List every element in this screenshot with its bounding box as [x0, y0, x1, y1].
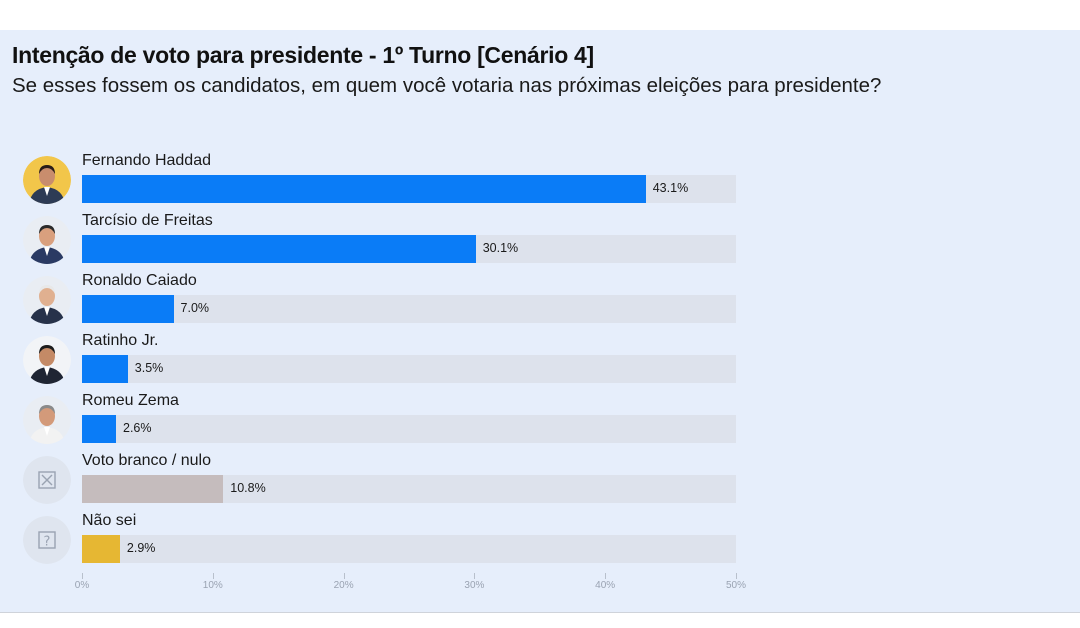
- data-label: 7.0%: [180, 301, 210, 315]
- bar: [82, 415, 116, 443]
- tick-mark: [605, 573, 607, 579]
- data-label: 30.1%: [482, 241, 519, 255]
- category-label: Fernando Haddad: [82, 152, 211, 169]
- data-label: 10.8%: [230, 481, 266, 495]
- candidate-photo: [23, 396, 71, 444]
- tick-label: 0%: [74, 580, 90, 591]
- bar: [82, 475, 224, 503]
- candidate-photo: [23, 336, 71, 384]
- question-icon: ?: [23, 516, 71, 564]
- bar-track: [82, 535, 736, 563]
- bar: [82, 235, 476, 263]
- tick-mark: [736, 573, 737, 579]
- data-label: 2.6%: [123, 421, 152, 435]
- category-label: Ronaldo Caiado: [82, 272, 197, 289]
- category-label: Tarcísio de Freitas: [82, 212, 213, 229]
- data-label: 3.5%: [134, 361, 164, 375]
- bar-track: [82, 355, 736, 383]
- category-label: Ratinho Jr.: [82, 332, 159, 349]
- divider: [0, 612, 1080, 613]
- tick-label: 20%: [333, 580, 354, 591]
- tick-label: 40%: [595, 580, 616, 591]
- tick-mark: [474, 573, 476, 579]
- tick-mark: [343, 573, 345, 579]
- bar: [82, 535, 120, 563]
- bar-track: [82, 415, 736, 443]
- category-label: Romeu Zema: [82, 392, 179, 409]
- bar: [82, 355, 128, 383]
- candidate-photo: [23, 216, 71, 264]
- blank-vote-icon: [23, 456, 71, 504]
- tick-label: 50%: [725, 580, 747, 591]
- chart-subtitle: Se esses fossem os candidatos, em quem v…: [12, 74, 882, 97]
- bar: [82, 295, 174, 323]
- tick-mark: [82, 573, 83, 579]
- tick-label: 30%: [464, 580, 485, 591]
- tick-label: 10%: [202, 580, 223, 591]
- category-label: Voto branco / nulo: [82, 452, 211, 469]
- bar-track: [82, 295, 736, 323]
- data-label: 2.9%: [126, 541, 156, 555]
- candidate-photo: [23, 156, 71, 204]
- data-label: 43.1%: [652, 181, 689, 195]
- chart-title: Intenção de voto para presidente - 1º Tu…: [12, 42, 594, 68]
- svg-text:?: ?: [44, 535, 51, 550]
- candidate-photo: [23, 276, 71, 324]
- category-label: Não sei: [82, 512, 137, 529]
- bar: [82, 175, 646, 203]
- tick-mark: [212, 573, 214, 579]
